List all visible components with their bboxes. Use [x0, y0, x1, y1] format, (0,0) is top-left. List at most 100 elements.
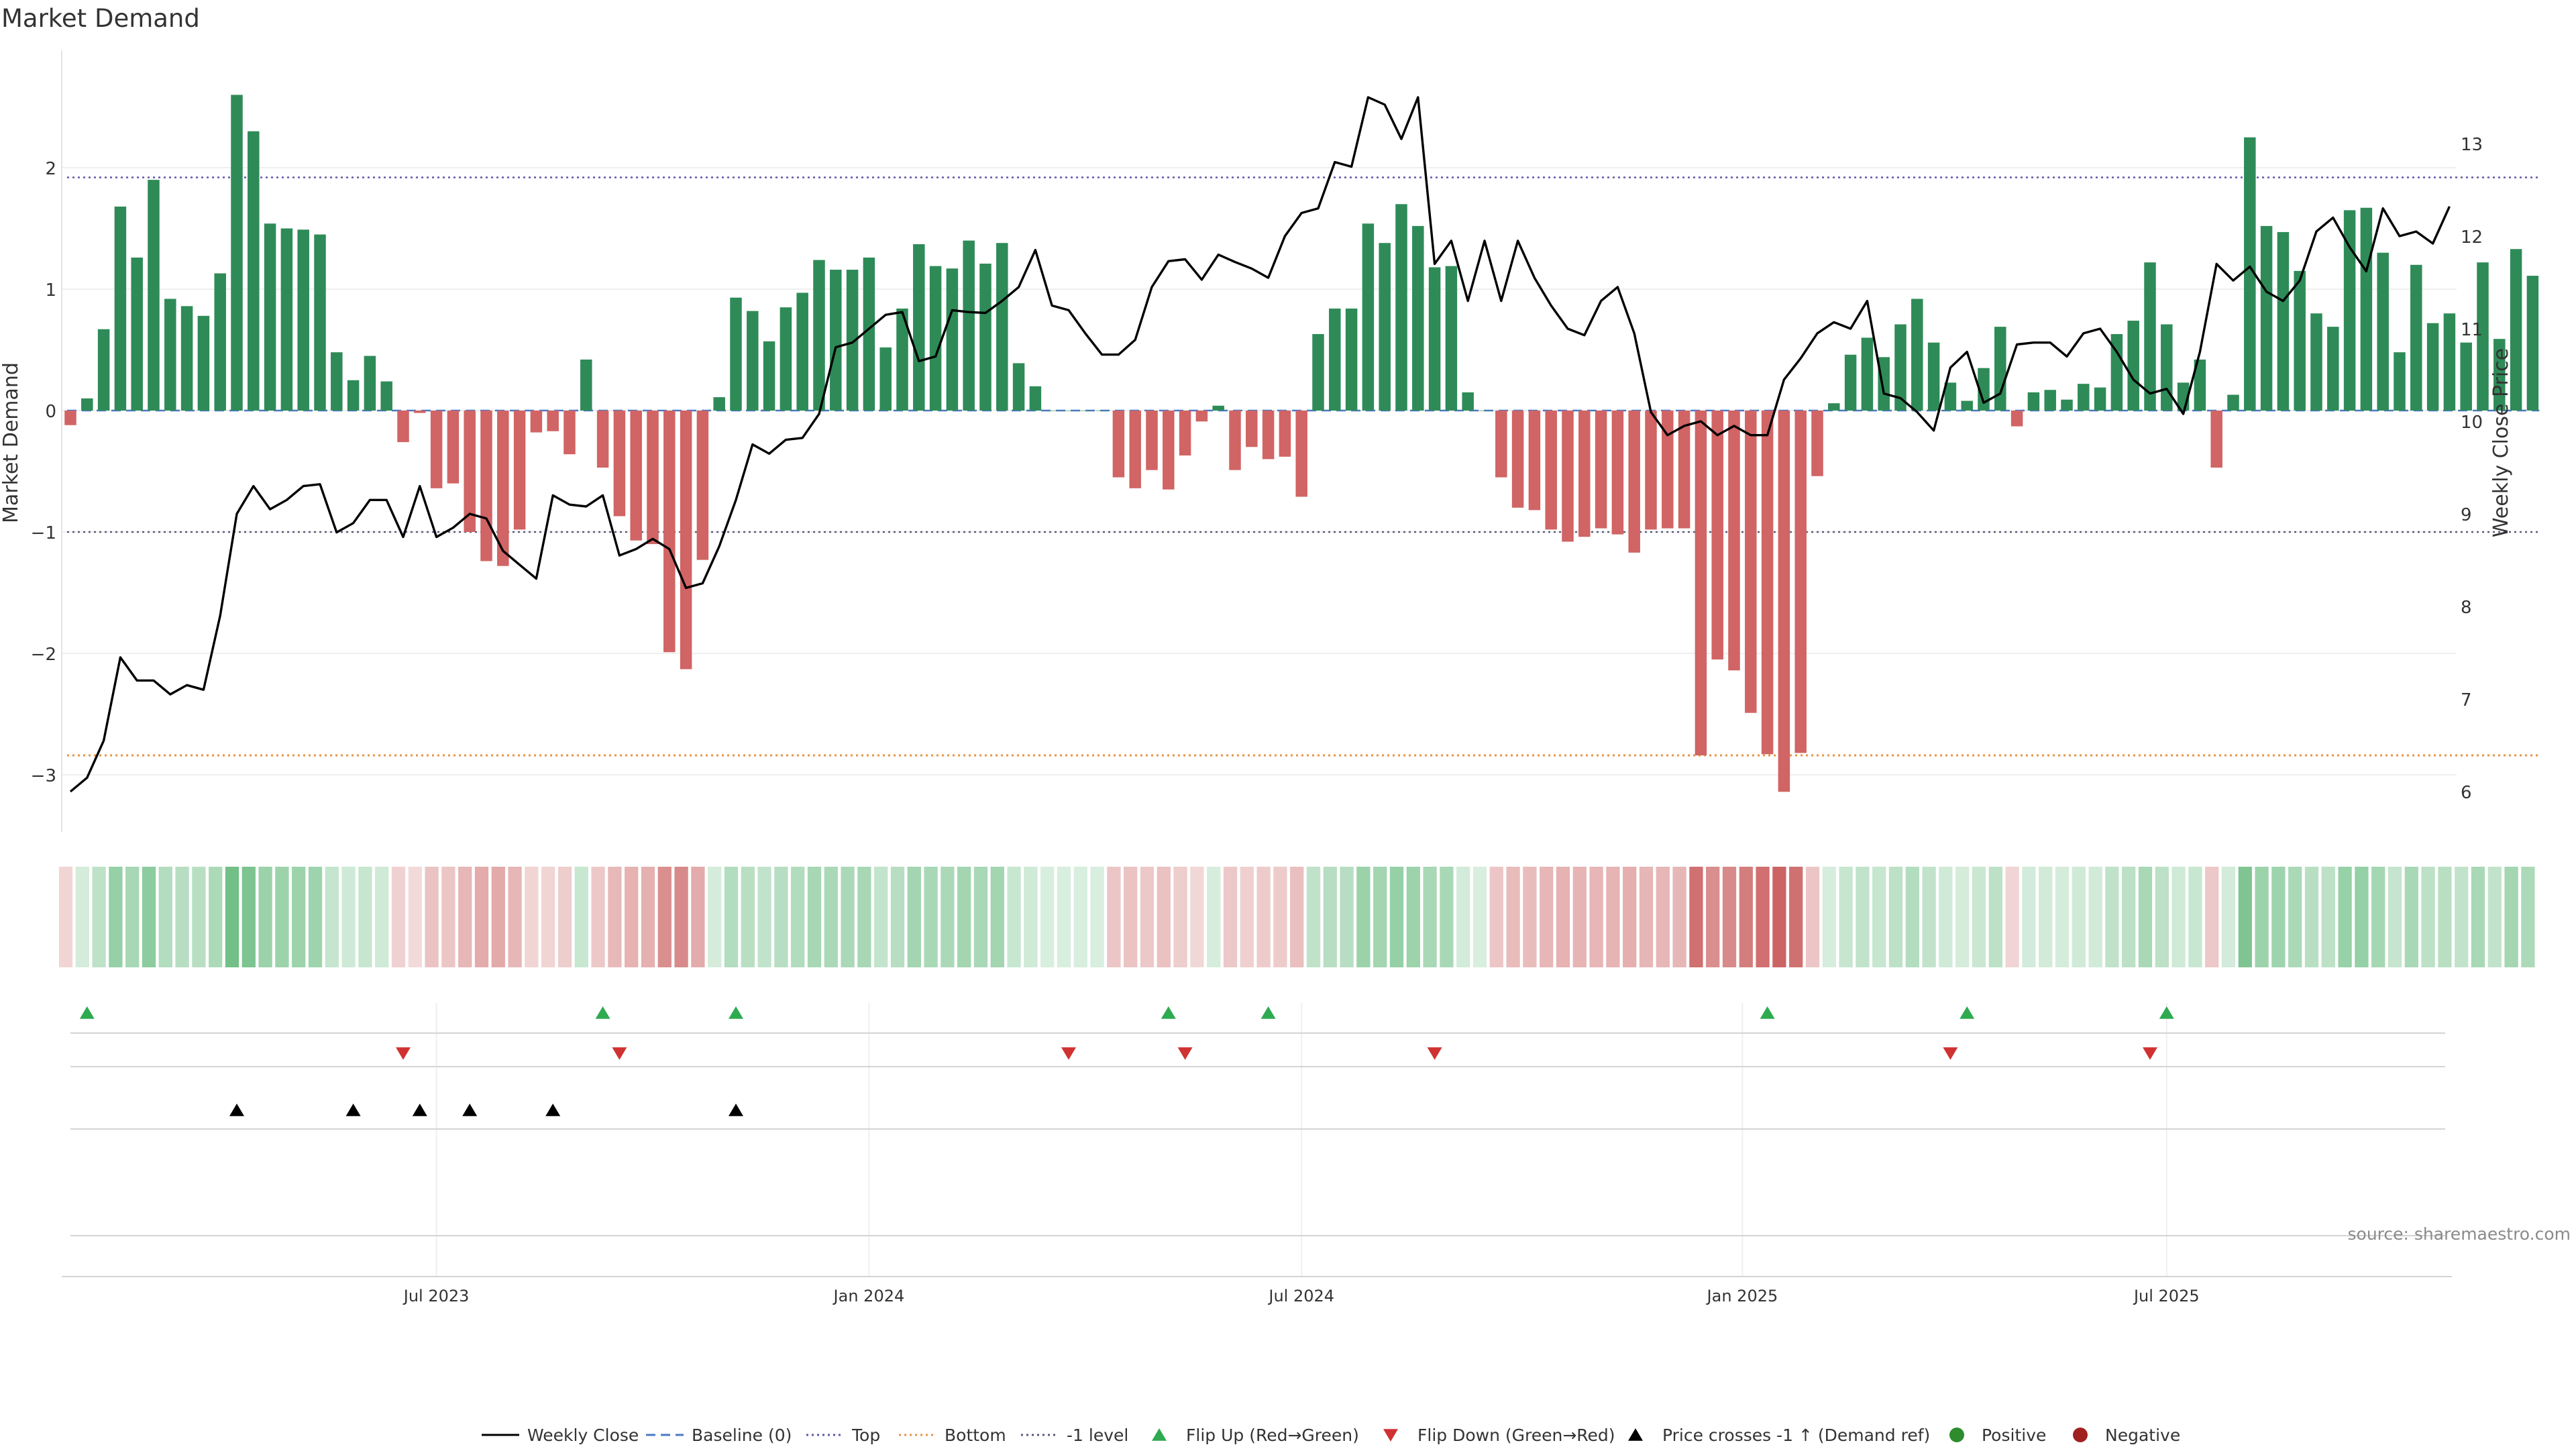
legend-label: Price crosses -1 ↑ (Demand ref): [1662, 1426, 1930, 1445]
demand-bar: [2061, 399, 2073, 411]
demand-bar: [64, 411, 76, 425]
heat-cell: [1606, 867, 1620, 967]
reference-lines: [67, 176, 2540, 757]
demand-bar: [1794, 411, 1807, 753]
heat-cell: [508, 867, 522, 967]
legend-swatch: [1383, 1429, 1398, 1442]
heat-cell: [2421, 867, 2435, 967]
demand-bar: [97, 329, 110, 411]
x-tick-label: Jul 2024: [1267, 1287, 1334, 1305]
demand-bar: [180, 306, 193, 411]
heat-cell: [657, 867, 672, 967]
heat-cell: [408, 867, 422, 967]
heat-cell: [2039, 867, 2053, 967]
vertical-gridlines: [435, 1003, 2167, 1277]
heat-cell: [1306, 867, 1321, 967]
right-tick-label: 7: [2461, 690, 2472, 710]
heat-cell: [674, 867, 688, 967]
heat-cell: [2205, 867, 2219, 967]
heat-cell: [1140, 867, 1155, 967]
heat-cell: [1856, 867, 1870, 967]
heat-cell: [1423, 867, 1437, 967]
heat-cell: [2122, 867, 2136, 967]
left-axis-ticks: 2 1 0 −1 −2 −3: [31, 159, 56, 786]
demand-bar: [2110, 333, 2123, 411]
demand-bar: [547, 411, 559, 431]
demand-bar: [913, 244, 925, 411]
demand-bar: [2526, 276, 2539, 411]
demand-bar: [1944, 382, 1957, 411]
demand-bar: [2477, 262, 2489, 411]
x-tick-label: Jan 2024: [833, 1287, 905, 1305]
heat-cell: [1040, 867, 1055, 967]
heat-cell: [1656, 867, 1670, 967]
heat-cell: [1789, 867, 1803, 967]
heat-cell: [957, 867, 971, 967]
right-tick-label: 12: [2461, 227, 2483, 248]
demand-bar: [1329, 308, 1341, 411]
event-panels: Jul 2023 Jan 2024 Jul 2024 Jan 2025 Jul 2025…: [62, 1003, 2571, 1305]
demand-bar: [929, 266, 942, 411]
heat-cell: [1722, 867, 1737, 967]
source-note: source: sharemaestro.com: [2348, 1224, 2571, 1244]
heat-cell: [2288, 867, 2302, 967]
demand-bar: [114, 206, 127, 411]
demand-bar: [1112, 411, 1125, 478]
demand-bar: [830, 270, 842, 411]
demand-bar: [2360, 207, 2373, 411]
heat-cell: [774, 867, 788, 967]
heat-cell: [1190, 867, 1204, 967]
heat-cell: [1456, 867, 1470, 967]
demand-bar: [164, 299, 176, 411]
demand-bar: [1811, 411, 1823, 476]
heat-cell: [2072, 867, 2086, 967]
heat-cell: [2055, 867, 2070, 967]
heat-cell: [1406, 867, 1420, 967]
demand-bar: [2144, 262, 2156, 411]
heat-cell: [1506, 867, 1520, 967]
right-tick-label: 6: [2461, 783, 2472, 803]
demand-bar: [1279, 411, 1291, 457]
heat-cell: [574, 867, 588, 967]
demand-bar: [2260, 225, 2273, 411]
demand-bar: [2394, 352, 2406, 411]
demand-bar: [1345, 308, 1358, 411]
heat-cell: [2455, 867, 2469, 967]
demand-bar: [1395, 204, 1407, 411]
demand-bar: [248, 131, 260, 411]
heat-cell: [1240, 867, 1254, 967]
heat-cell: [1323, 867, 1337, 967]
demand-bar: [2327, 327, 2339, 411]
flip-up-marker: [595, 1006, 610, 1019]
demand-bar: [879, 347, 892, 411]
price-cross-marker: [229, 1104, 244, 1116]
legend-label: Baseline (0): [692, 1426, 792, 1445]
demand-bar: [1595, 411, 1607, 529]
heat-cell: [2404, 867, 2418, 967]
heat-cell: [125, 867, 140, 967]
demand-bar: [1445, 266, 1458, 411]
heat-cell: [1273, 867, 1287, 967]
demand-bar: [846, 270, 859, 411]
heat-cell: [92, 867, 106, 967]
demand-bar: [214, 273, 226, 411]
demand-bar: [1545, 411, 1557, 530]
heat-cell: [2105, 867, 2119, 967]
legend-label: Bottom: [945, 1426, 1006, 1445]
heat-cell: [1440, 867, 1454, 967]
demand-bar: [364, 356, 376, 411]
heat-cell: [1922, 867, 1936, 967]
heat-cell: [2487, 867, 2502, 967]
heat-cell: [491, 867, 505, 967]
heat-cell: [1623, 867, 1637, 967]
heat-cell: [824, 867, 838, 967]
heat-cell: [258, 867, 272, 967]
heat-cell: [209, 867, 223, 967]
demand-bar: [2343, 210, 2356, 411]
legend-baseline: Baseline (0): [646, 1426, 792, 1445]
demand-bar: [2443, 313, 2456, 411]
heat-cell: [341, 867, 356, 967]
flip-down-marker: [612, 1047, 627, 1060]
